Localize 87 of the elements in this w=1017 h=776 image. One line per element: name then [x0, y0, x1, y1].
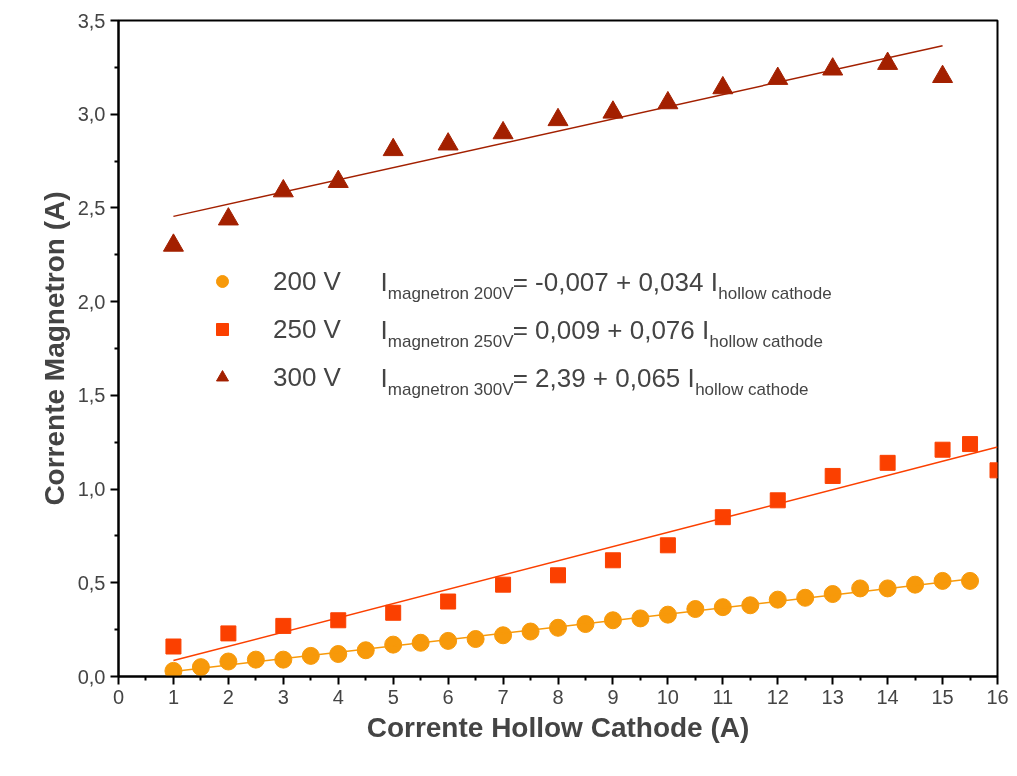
y-tick-label: 1,5 — [77, 384, 106, 407]
x-tick-label: 5 — [387, 685, 399, 708]
point — [165, 638, 182, 655]
x-tick-label: 13 — [821, 685, 844, 708]
x-tick-label: 0 — [112, 685, 125, 708]
y-tick-label: 2,0 — [77, 290, 106, 313]
point — [962, 436, 979, 453]
point — [714, 509, 731, 526]
point — [440, 593, 457, 610]
y-tick-label: 3,5 — [77, 9, 106, 32]
point — [191, 658, 210, 677]
point — [631, 609, 650, 628]
point — [796, 588, 815, 607]
point — [382, 137, 404, 157]
point — [823, 585, 842, 604]
legend-label: 200 V — [273, 264, 341, 298]
point — [466, 630, 485, 648]
y-tick-label: 0,0 — [77, 665, 106, 688]
point — [494, 626, 513, 645]
point — [219, 652, 238, 671]
point — [934, 441, 951, 458]
point — [547, 107, 569, 127]
point — [822, 57, 844, 76]
point — [220, 625, 237, 642]
legend-label: 250 V — [273, 312, 341, 346]
point — [385, 604, 402, 621]
point — [356, 641, 375, 660]
x-tick-label: 10 — [656, 685, 679, 708]
point — [713, 598, 732, 617]
x-tick-label: 4 — [332, 685, 344, 708]
legend-label: 300 V — [273, 360, 341, 394]
x-tick-label: 7 — [497, 685, 509, 708]
point — [769, 492, 786, 509]
point — [492, 120, 514, 140]
point — [327, 169, 349, 188]
y-tick-label: 2,5 — [77, 196, 106, 219]
point — [274, 650, 293, 669]
point — [767, 66, 789, 85]
point — [824, 467, 841, 484]
point — [686, 600, 705, 619]
y-tick-label: 1,0 — [77, 478, 106, 501]
point — [384, 635, 403, 654]
x-tick-label: 1 — [167, 685, 179, 708]
point — [439, 631, 458, 650]
point — [906, 575, 925, 594]
x-tick-label: 11 — [712, 685, 734, 708]
point — [602, 100, 624, 119]
point — [301, 646, 320, 665]
point — [495, 576, 512, 593]
x-tick-label: 14 — [876, 685, 899, 708]
x-tick-label: 9 — [607, 685, 619, 708]
point — [550, 567, 566, 584]
point — [659, 537, 676, 554]
point — [878, 579, 897, 598]
point — [329, 645, 348, 663]
point — [330, 612, 347, 629]
point — [246, 650, 265, 669]
point — [741, 596, 760, 615]
point — [877, 51, 899, 70]
point — [768, 590, 787, 609]
x-tick-label: 6 — [442, 685, 454, 708]
point — [275, 617, 292, 634]
point — [932, 64, 954, 83]
point — [604, 552, 621, 569]
point — [576, 615, 595, 633]
x-tick-label: 16 — [986, 685, 1009, 708]
point — [879, 454, 896, 471]
y-tick-label: 0,5 — [77, 571, 106, 594]
point — [658, 605, 677, 624]
point — [961, 571, 980, 590]
x-tick-label: 15 — [931, 685, 954, 708]
point — [549, 618, 567, 637]
point — [437, 132, 459, 151]
point — [851, 579, 870, 598]
point — [217, 207, 239, 226]
x-tick-label: 2 — [222, 685, 234, 708]
point — [933, 571, 952, 590]
y-tick-label: 3,0 — [77, 103, 106, 126]
x-tick-label: 12 — [766, 685, 789, 708]
x-tick-label: 3 — [277, 685, 289, 708]
point — [411, 633, 430, 652]
x-axis-title: Corrente Hollow Cathode (A) — [366, 711, 750, 743]
point — [603, 611, 622, 630]
point — [162, 233, 184, 252]
point — [712, 75, 734, 95]
y-axis-title: Corrente Magnetron (A) — [38, 191, 70, 506]
x-tick-label: 8 — [552, 685, 564, 708]
